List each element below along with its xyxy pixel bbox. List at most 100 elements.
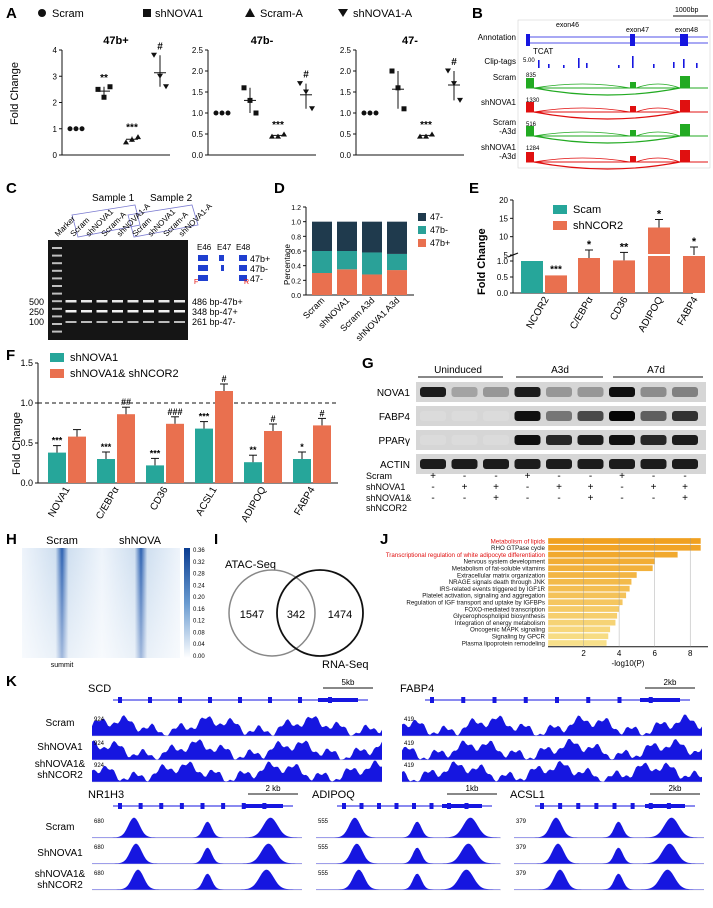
term-label: Platelet activation, signaling and aggre… <box>422 593 545 600</box>
ladder-band <box>52 285 62 287</box>
junction-arc <box>635 157 681 163</box>
blot-band <box>451 435 478 445</box>
panel-k-letter: K <box>6 673 17 690</box>
blot-band <box>609 435 635 445</box>
gene-exon <box>523 697 528 703</box>
exon48-label: exon48 <box>675 27 698 34</box>
point-square <box>247 97 253 103</box>
gene-name: ACSL1 <box>510 789 545 801</box>
stack-segment <box>312 251 332 273</box>
panel-k-svg: K SCD 5kb FABP4 2kb Scram 924 419 ShNOVA1 924 419… <box>6 673 704 891</box>
point-square <box>107 84 113 90</box>
clip-peak <box>632 56 634 68</box>
panel-h: H Scram shNOVA summit 0.36 0.32 0.28 0.24 0.… <box>0 530 215 670</box>
panel-d-svg: D Percentage 0.00.20.40.60.81.01.2Scrams… <box>274 180 450 343</box>
gene-name: FABP4 <box>400 683 434 695</box>
panel-a-svg: A Scram shNOVA1 Scram-A shNOVA1-A Fold C… <box>6 5 464 160</box>
ladder-band <box>52 300 62 303</box>
point-triangle <box>129 136 135 142</box>
coverage-block <box>526 78 534 88</box>
sign-mark: - <box>557 471 560 482</box>
exon47-block <box>630 34 635 46</box>
y-tick-label: 0.0 <box>497 289 509 298</box>
track-shnova1-label: shNOVA1 <box>481 98 517 107</box>
band-486: 486 bp-47b+ <box>192 297 243 307</box>
clip-peak <box>586 63 588 68</box>
gene-exon <box>412 803 416 809</box>
sign-mark: + <box>651 482 657 493</box>
blot-band <box>514 387 541 397</box>
band-486 <box>127 300 139 303</box>
gene-exon <box>238 697 242 703</box>
term-label: Transcriptional regulation of white adip… <box>386 552 546 559</box>
band-348 <box>96 310 108 313</box>
panel-a-legend: Scram shNOVA1 Scram-A shNOVA1-A <box>38 8 413 20</box>
point-circle <box>79 126 85 132</box>
junction-arc <box>635 131 681 137</box>
x-tick-label: 8 <box>688 649 693 658</box>
venn-rna-circle <box>276 569 364 657</box>
panel-f-letter: F <box>6 347 15 364</box>
enrichment-bar <box>547 585 630 592</box>
colorbar-tick: 0.08 <box>193 630 205 636</box>
enrichment-bar <box>547 565 654 572</box>
blot-band <box>577 435 604 445</box>
sign-mark: + <box>588 482 594 493</box>
coverage-track <box>92 715 382 736</box>
coverage-block <box>680 100 690 112</box>
x-tick-label: C/EBPα <box>94 485 122 522</box>
sign-mark: - <box>683 471 686 482</box>
sig-label: *** <box>101 442 112 452</box>
stack-segment <box>337 269 357 295</box>
band-486 <box>112 300 123 303</box>
sig-label: *** <box>126 123 138 134</box>
track-max-value: 419 <box>404 717 415 723</box>
sig-label: * <box>300 442 304 452</box>
panel-i-svg: I ATAC-Seq 1547 342 1474 RNA-Seq <box>214 531 368 671</box>
y-tick-label: 1.0 <box>340 109 352 118</box>
ladder-100: 100 <box>29 317 44 327</box>
heatmap-scram-fade <box>22 548 102 658</box>
blot-band <box>514 435 541 445</box>
term-label: Plasma lipoprotein remodeling <box>462 640 546 647</box>
junction-arc <box>533 161 681 170</box>
blot-band <box>672 387 698 397</box>
band-486 <box>96 300 108 303</box>
legend-scram: Scram <box>52 8 84 20</box>
legend-scram-a: Scram-A <box>260 8 303 20</box>
point-triangle <box>429 131 435 137</box>
y-tick-label: 0.5 <box>192 130 204 139</box>
bar-shnova1 <box>97 459 115 483</box>
point-triangle <box>275 133 281 139</box>
legend-swatch <box>418 213 426 221</box>
blot-band <box>609 387 635 397</box>
gene-exon <box>430 697 434 703</box>
gene-exon <box>594 803 599 809</box>
sample1-bracket <box>71 204 141 238</box>
blot-band <box>640 459 667 469</box>
term-label: IRS-related events triggered by IGF1R <box>439 586 545 593</box>
ladder-band <box>52 269 62 272</box>
band-261: 261 bp-47- <box>192 317 236 327</box>
point-invtriangle <box>163 84 169 90</box>
gene-exon <box>159 803 164 809</box>
gene-exon <box>359 803 364 809</box>
panel-c-letter: C <box>6 180 17 197</box>
track-row-label: shNOVA1& <box>35 759 86 770</box>
stack-segment <box>362 274 382 295</box>
sign-mark: + <box>430 471 436 482</box>
bar-shnova1 <box>146 465 164 483</box>
blot-band <box>483 387 509 397</box>
legend-shncor2-swatch <box>553 221 567 230</box>
panel-h-letter: H <box>6 531 17 548</box>
coverage-track <box>92 869 302 890</box>
track-max-value: 924 <box>94 717 105 723</box>
band-348 <box>81 310 92 313</box>
legend-swatch <box>418 239 426 247</box>
band-348: 348 bp-47+ <box>192 307 238 317</box>
sig-label: ** <box>620 241 629 253</box>
enrichment-bar <box>547 558 655 565</box>
blot-band <box>546 435 572 445</box>
blot-band <box>546 411 572 421</box>
